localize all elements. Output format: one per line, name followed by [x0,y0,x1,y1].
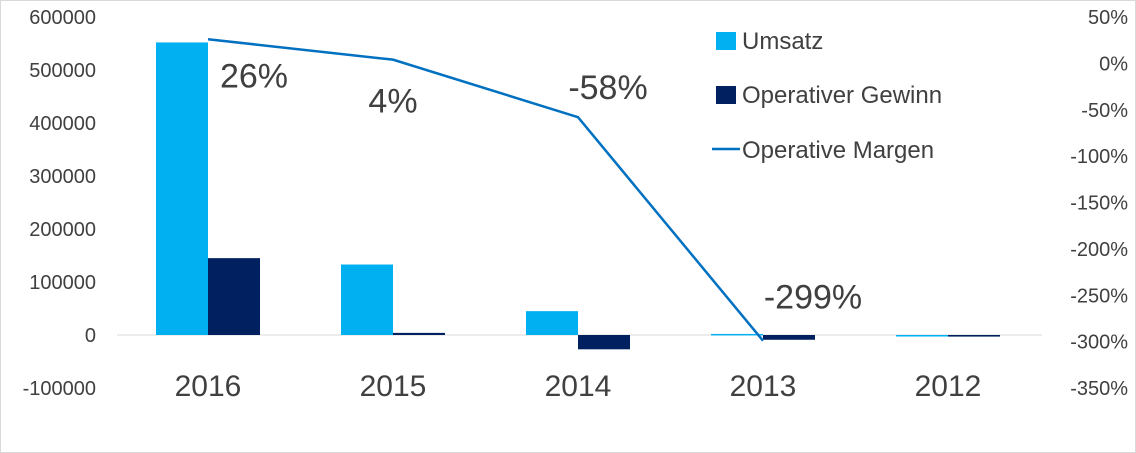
legend-swatch-umsatz [716,32,736,50]
category-label: 2012 [915,370,982,403]
legend-label-umsatz: Umsatz [742,28,823,55]
right-tick-label: -50% [1081,100,1128,122]
right-tick-label: -200% [1070,239,1128,261]
operative-margen-line [207,38,764,342]
left-tick-label: 400000 [29,113,96,135]
right-tick-label: 50% [1088,7,1128,29]
bar-umsatz-2014 [526,311,578,335]
left-tick-label: 600000 [29,7,96,29]
bar-operativer-gewinn-2012 [948,335,1000,337]
left-axis: 600000 500000 400000 300000 200000 10000… [23,7,96,400]
right-tick-label: 0% [1099,53,1128,75]
bar-umsatz-2015 [341,264,393,335]
right-axis: 50% 0% -50% -100% -150% -200% -250% -300… [1070,7,1128,400]
left-tick-label: -100000 [23,378,96,400]
left-tick-label: 200000 [29,219,96,241]
category-label: 2016 [175,370,242,403]
margin-data-label: 26% [220,57,288,95]
bar-umsatz-2013 [711,333,763,336]
category-label: 2014 [545,370,612,403]
bar-group [156,42,1000,350]
left-tick-label: 500000 [29,60,96,82]
right-tick-label: -350% [1070,378,1128,400]
margin-data-label: -299% [764,279,862,317]
right-tick-label: -250% [1070,285,1128,307]
left-tick-label: 0 [85,325,96,347]
legend: Umsatz Operativer Gewinn Operative Marge… [712,28,942,164]
left-tick-label: 300000 [29,166,96,188]
right-tick-label: -150% [1070,193,1128,215]
right-tick-label: -300% [1070,332,1128,354]
legend-label-operativer-gewinn: Operativer Gewinn [742,82,942,109]
margin-data-label: -58% [568,69,647,107]
category-label: 2015 [360,370,427,403]
bar-umsatz-2016 [156,42,208,335]
data-labels: 26% 4% -58% -299% [220,57,862,316]
bar-operativer-gewinn-2013 [763,335,815,340]
right-tick-label: -100% [1070,146,1128,168]
legend-swatch-operativer-gewinn [716,86,736,104]
bar-operativer-gewinn-2014 [578,335,630,350]
x-axis: 2016 2015 2014 2013 2012 [175,370,982,403]
legend-label-operative-margen: Operative Margen [742,137,934,164]
bar-operativer-gewinn-2015 [393,332,445,335]
margin-data-label: 4% [368,83,417,121]
bar-umsatz-2012 [896,335,948,337]
category-label: 2013 [730,370,797,403]
left-tick-label: 100000 [29,272,96,294]
bar-operativer-gewinn-2016 [208,258,260,335]
